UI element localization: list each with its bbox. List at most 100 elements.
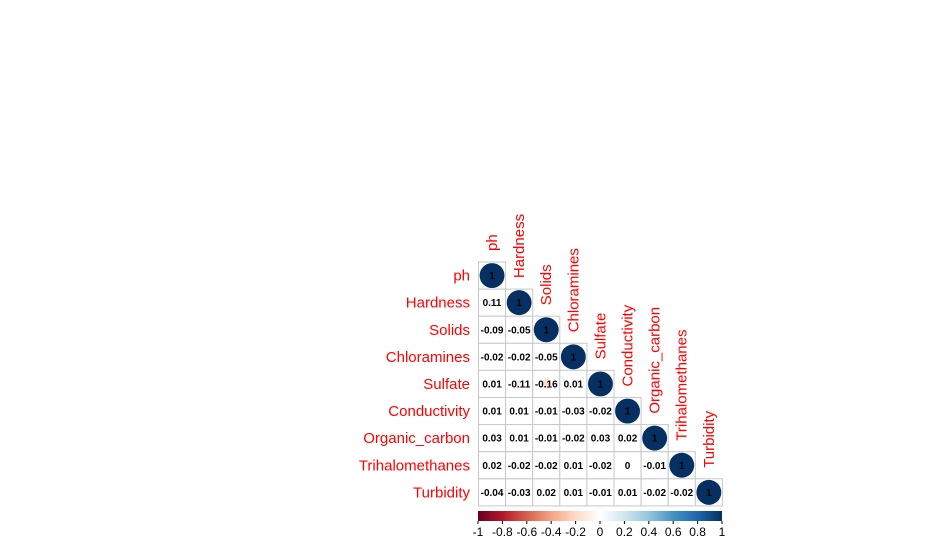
colorbar-tick-label: 0.8 xyxy=(689,525,706,539)
correlation-value: -0.05 xyxy=(535,352,558,363)
matrix-cell xyxy=(505,478,534,507)
correlation-circle xyxy=(487,298,497,307)
correlation-value: -0.02 xyxy=(670,488,693,499)
row-label: Chloramines xyxy=(386,349,470,366)
correlation-value: 0.03 xyxy=(482,434,502,445)
correlation-value: -0.02 xyxy=(589,461,612,472)
colorbar-tick-label: -0.2 xyxy=(565,525,586,539)
colorbar-legend: -1 -0.8 -0.6 -0.4 -0.2 0 0.2 0.4 0.6 0.8 1 xyxy=(473,511,726,539)
matrix-cell xyxy=(640,451,669,480)
colorbar-tick-label: -0.4 xyxy=(541,525,562,539)
correlation-value: 0.11 xyxy=(483,298,502,309)
correlation-value: 0.01 xyxy=(509,434,529,445)
matrix-cell xyxy=(667,478,696,507)
colorbar-gradient xyxy=(478,511,722,521)
correlation-value: 0.01 xyxy=(618,488,638,499)
correlation-value: 1 xyxy=(598,379,604,390)
matrix-cell xyxy=(559,478,588,507)
colorbar-tick-label: 0.4 xyxy=(640,525,657,539)
correlation-circle xyxy=(560,344,586,370)
correlation-circle xyxy=(669,452,695,478)
column-label: Chloramines xyxy=(565,248,582,332)
correlation-value: -0.16 xyxy=(535,379,558,390)
column-label: Turbidity xyxy=(701,410,718,467)
correlation-value: 0.01 xyxy=(564,488,584,499)
correlation-value: -0.11 xyxy=(508,379,531,390)
correlation-value: -0.01 xyxy=(535,407,558,418)
matrix-cell xyxy=(478,424,507,453)
correlation-value: -0.03 xyxy=(508,488,531,499)
colorbar-tick-label: 0.6 xyxy=(665,525,682,539)
colorbar-tick-label: 0 xyxy=(597,525,604,539)
column-label: Trihalomethanes xyxy=(674,330,691,441)
correlation-value: 0.01 xyxy=(482,407,502,418)
correlation-value: 1 xyxy=(652,434,658,445)
correlation-value: -0.09 xyxy=(481,325,504,336)
colorbar-tick-label: 0.2 xyxy=(616,525,633,539)
colorbar-tick-label: -0.8 xyxy=(492,525,513,539)
matrix-cell xyxy=(559,424,588,453)
correlation-value: -0.02 xyxy=(508,461,531,472)
row-label: Organic_carbon xyxy=(363,430,470,447)
correlation-value: 1 xyxy=(516,298,522,309)
colorbar-tick-label: -0.6 xyxy=(516,525,537,539)
correlation-value: -0.01 xyxy=(535,434,558,445)
matrix-cell xyxy=(559,451,588,480)
correlation-value: 1 xyxy=(679,461,685,472)
row-label: Conductivity xyxy=(388,403,470,420)
correlation-circle xyxy=(615,398,641,424)
correlation-value: -0.02 xyxy=(589,407,612,418)
correlation-value: -0.02 xyxy=(643,488,666,499)
correlation-value: 0.01 xyxy=(564,379,584,390)
matrix-cell xyxy=(532,478,561,507)
correlation-value: 0 xyxy=(625,461,631,472)
correlation-value: 1 xyxy=(706,488,712,499)
row-label: ph xyxy=(453,268,470,285)
correlation-circle xyxy=(533,317,559,343)
column-label: Hardness xyxy=(511,214,528,278)
correlation-value: 1 xyxy=(489,271,495,282)
matrix-cells: 1 0.11 1 -0.09 -0.05 1 -0.02 -0.02 -0.05 1 0.01 -0.… xyxy=(478,261,723,507)
matrix-cell xyxy=(586,397,615,426)
correlation-value: 1 xyxy=(571,352,577,363)
row-label: Sulfate xyxy=(423,376,470,393)
matrix-cell xyxy=(586,451,615,480)
correlation-value: 0.02 xyxy=(482,461,502,472)
correlation-value: -0.02 xyxy=(535,461,558,472)
matrix-cell xyxy=(532,424,561,453)
correlation-circle xyxy=(696,479,722,505)
correlation-value: -0.05 xyxy=(508,325,531,336)
column-label: Organic_carbon xyxy=(647,307,664,414)
column-label: Conductivity xyxy=(620,304,637,386)
matrix-cell xyxy=(505,315,534,344)
correlation-value: 0.02 xyxy=(537,488,557,499)
correlation-value: -0.01 xyxy=(589,488,612,499)
correlation-circle xyxy=(506,290,532,316)
colorbar-tick-label: -1 xyxy=(473,525,484,539)
correlation-value: -0.01 xyxy=(643,461,666,472)
correlation-circle xyxy=(541,378,552,389)
column-label: Solids xyxy=(538,264,555,305)
correlation-value: 0.02 xyxy=(618,434,638,445)
column-label: ph xyxy=(484,234,501,251)
matrix-cell xyxy=(559,397,588,426)
correlation-value: -0.02 xyxy=(481,352,504,363)
row-labels: ph Hardness Solids Chloramines Sulfate Conduc… xyxy=(359,268,471,502)
colorbar-tick-label: 1 xyxy=(719,525,726,539)
row-label: Solids xyxy=(429,322,470,339)
correlation-value: -0.02 xyxy=(508,352,531,363)
matrix-cell xyxy=(586,478,615,507)
matrix-cell xyxy=(559,369,588,398)
column-label: Sulfate xyxy=(592,313,609,360)
row-label: Turbidity xyxy=(413,484,470,501)
matrix-cell xyxy=(586,424,615,453)
correlation-circle xyxy=(642,425,668,451)
correlation-value: 1 xyxy=(625,407,631,418)
correlation-circle xyxy=(479,263,505,289)
row-label: Hardness xyxy=(406,295,470,312)
correlation-circle xyxy=(515,379,524,389)
correlation-value: 0.01 xyxy=(482,379,502,390)
matrix-cell xyxy=(505,451,534,480)
matrix-cell xyxy=(478,369,507,398)
correlation-value: 0.03 xyxy=(591,434,611,445)
